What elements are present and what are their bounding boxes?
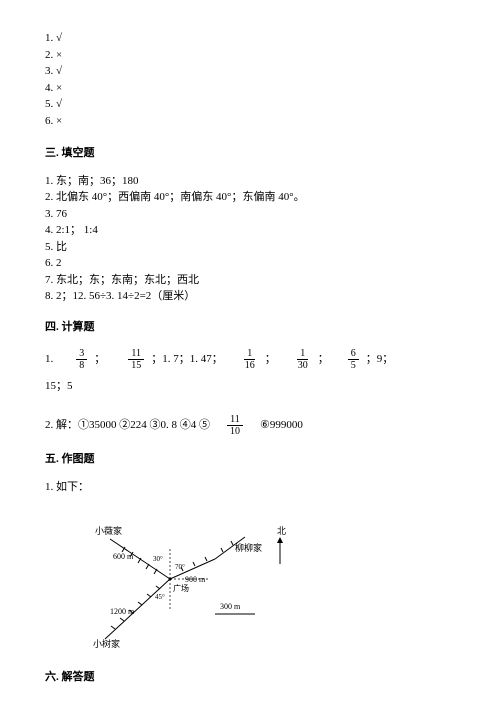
section5-title: 五. 作图题 — [45, 451, 455, 469]
fraction: 65 — [348, 348, 359, 371]
calc-tail: ；9； — [366, 346, 394, 372]
denominator: 16 — [242, 360, 258, 371]
ans-suffix: ⑥999000 — [260, 417, 303, 435]
calc-prefix: 1. — [45, 346, 53, 372]
label-900: 900 m — [185, 575, 206, 584]
tf-num: 4. — [45, 82, 53, 94]
tf-item: 4. × — [45, 80, 455, 97]
tick — [138, 602, 142, 605]
section3-title: 三. 填空题 — [45, 145, 455, 163]
tf-mark: × — [56, 82, 62, 94]
label-300: 300 m — [220, 602, 241, 611]
fill-item: 8. 2；12. 56÷3. 14÷2=2（厘米） — [45, 288, 455, 305]
section4-title: 四. 计算题 — [45, 319, 455, 337]
angle-30: 30° — [153, 555, 163, 563]
tick — [111, 626, 115, 629]
tf-mark: × — [56, 49, 62, 61]
denominator: 15 — [128, 360, 144, 371]
tick — [231, 541, 233, 545]
tf-mark: √ — [56, 98, 62, 110]
sep: ； — [318, 346, 329, 372]
denominator: 10 — [227, 426, 243, 437]
tf-item: 2. × — [45, 47, 455, 64]
tf-item: 6. × — [45, 113, 455, 130]
direction-diagram: 北 小薇家 600 m 30° 柳柳家 900 m 70° 广场 — [75, 509, 455, 656]
fill-item: 3. 76 — [45, 206, 455, 223]
label-ll: 柳柳家 — [235, 542, 262, 553]
numerator: 11 — [227, 414, 243, 426]
fill-item: 7. 东北；东；东南；东北；西北 — [45, 272, 455, 289]
numerator: 6 — [348, 348, 359, 360]
sep: ； — [265, 346, 276, 372]
fill-item: 2. 北偏东 40°；西偏南 40°；南偏东 40°；东偏南 40°。 — [45, 189, 455, 206]
tick — [146, 564, 149, 569]
numerator: 11 — [128, 348, 144, 360]
tf-mark: √ — [56, 32, 62, 44]
tick — [156, 586, 160, 589]
tf-item: 1. √ — [45, 30, 455, 47]
fill-blank-list: 1. 东；南；36；180 2. 北偏东 40°；西偏南 40°；南偏东 40°… — [45, 173, 455, 305]
calc-line-2: 15；5 — [45, 377, 455, 397]
tick — [205, 557, 207, 561]
label-1200: 1200 m — [110, 607, 135, 616]
tf-num: 3. — [45, 65, 53, 77]
tick — [221, 548, 223, 552]
ans-prefix: 2. 解：①35000 ②224 ③0. 8 ④4 ⑤ — [45, 417, 210, 435]
tick — [147, 594, 151, 597]
numerator: 1 — [244, 348, 255, 360]
north-label: 北 — [277, 526, 286, 536]
fraction: 130 — [295, 348, 311, 371]
calc-line-1: 1. 38 ； 1115 ；1. 7；1. 47； 116 ； 130 ； 65… — [45, 346, 455, 372]
calc-answer-line: 2. 解：①35000 ②224 ③0. 8 ④4 ⑤ 1110 ⑥999000 — [45, 414, 455, 437]
tf-num: 5. — [45, 98, 53, 110]
tick — [120, 618, 124, 621]
numerator: 3 — [76, 348, 87, 360]
fill-item: 6. 2 — [45, 255, 455, 272]
label-xs: 小树家 — [93, 638, 120, 649]
numerator: 1 — [297, 348, 308, 360]
denominator: 30 — [295, 360, 311, 371]
label-gc: 广场 — [173, 583, 189, 593]
fraction: 1110 — [227, 414, 243, 437]
section6-title: 六. 解答题 — [45, 669, 455, 687]
drawing-item: 1. 如下： — [45, 479, 455, 497]
fill-item: 1. 东；南；36；180 — [45, 173, 455, 190]
tf-item: 3. √ — [45, 63, 455, 80]
fill-item: 4. 2:1； 1:4 — [45, 222, 455, 239]
tf-num: 1. — [45, 32, 53, 44]
tf-mark: √ — [56, 65, 62, 77]
fill-item: 5. 比 — [45, 239, 455, 256]
tf-num: 2. — [45, 49, 53, 61]
calc-mid: ；1. 7；1. 47； — [151, 346, 223, 372]
angle-70: 70° — [175, 563, 185, 571]
true-false-list: 1. √ 2. × 3. √ 4. × 5. √ 6. × — [45, 30, 455, 129]
label-xw: 小薇家 — [95, 525, 122, 536]
label-600: 600 m — [113, 552, 134, 561]
fraction: 1115 — [128, 348, 144, 371]
fraction: 38 — [76, 348, 87, 371]
denominator: 8 — [76, 360, 87, 371]
tf-num: 6. — [45, 115, 53, 127]
tick — [193, 562, 195, 566]
denominator: 5 — [348, 360, 359, 371]
sep: ； — [94, 346, 105, 372]
diagram-svg: 北 小薇家 600 m 30° 柳柳家 900 m 70° 广场 — [75, 509, 305, 649]
fraction: 116 — [242, 348, 258, 371]
angle-45: 45° — [155, 593, 165, 601]
tf-item: 5. √ — [45, 96, 455, 113]
tf-mark: × — [56, 115, 62, 127]
